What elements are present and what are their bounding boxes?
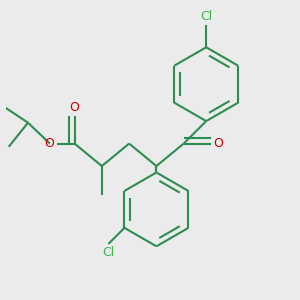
Text: O: O: [70, 101, 80, 114]
Text: Cl: Cl: [102, 245, 115, 259]
Text: Cl: Cl: [200, 10, 212, 23]
Text: O: O: [44, 137, 54, 150]
Text: O: O: [214, 137, 224, 150]
